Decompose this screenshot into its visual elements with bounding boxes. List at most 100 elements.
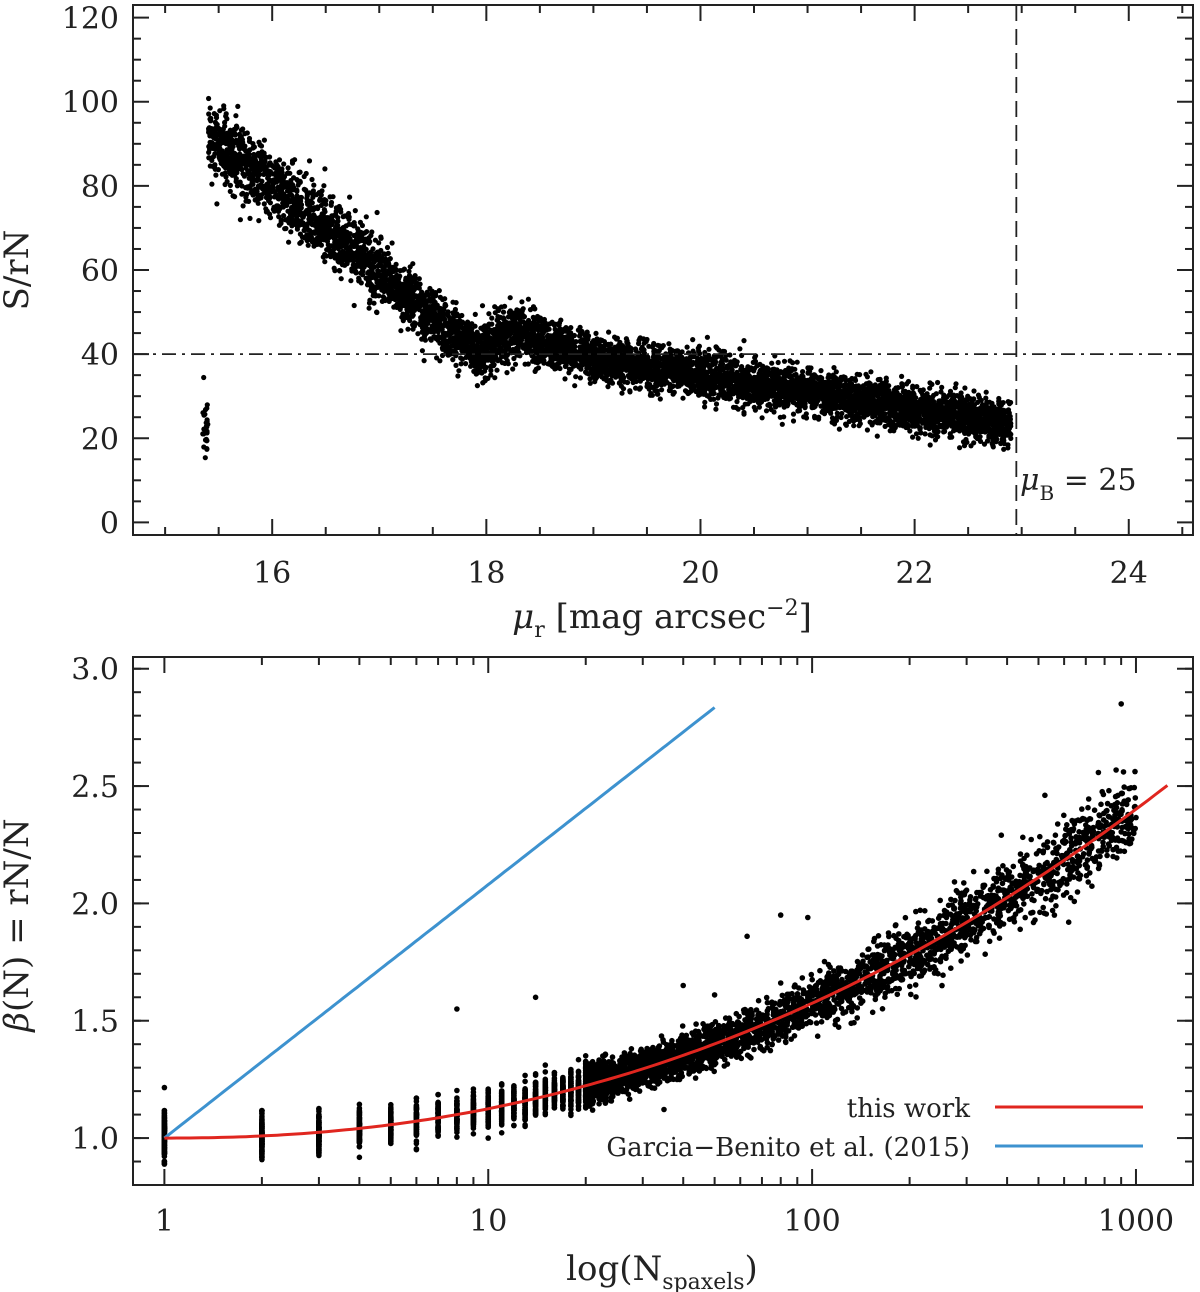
top-scatter-point	[854, 371, 860, 377]
top-scatter-point	[280, 191, 286, 197]
top-scatter-point	[303, 188, 309, 194]
top-scatter-point	[304, 232, 310, 238]
top-scatter-point	[981, 441, 988, 447]
top-scatter-point	[776, 386, 782, 392]
top-scatter-point	[213, 172, 219, 178]
top-scatter-point	[899, 373, 905, 379]
top-scatter-point	[932, 437, 939, 443]
top-scatter-point	[260, 159, 267, 166]
top-scatter-point	[450, 310, 456, 316]
top-scatter-point	[204, 418, 210, 424]
top-scatter-point	[740, 405, 746, 411]
top-scatter-point	[262, 154, 268, 160]
top-scatter-point	[351, 302, 357, 309]
top-scatter-point	[433, 290, 439, 296]
top-scatter-point	[606, 329, 612, 335]
top-scatter-point	[771, 409, 777, 415]
top-y-tick-label: 40	[81, 338, 119, 373]
top-scatter-point	[387, 256, 393, 262]
top-scatter-point	[284, 188, 291, 194]
top-scatter-point	[794, 402, 800, 408]
top-scatter-point	[734, 399, 740, 405]
top-scatter-point	[204, 446, 210, 452]
top-scatter-point	[801, 414, 807, 420]
top-scatter-point	[702, 404, 708, 410]
top-scatter-point	[463, 361, 469, 367]
top-scatter-point	[532, 306, 538, 312]
top-scatter-point	[633, 378, 639, 385]
top-scatter-point	[759, 415, 765, 421]
top-scatter-point	[512, 361, 519, 367]
top-scatter-point	[286, 239, 292, 245]
top-scatter-point	[627, 389, 633, 395]
top-scatter-point	[363, 214, 369, 220]
top-scatter-point	[953, 381, 959, 387]
top-scatter-point	[713, 401, 720, 407]
top-scatter-point	[805, 370, 811, 376]
top-scatter-point	[217, 145, 223, 151]
top-scatter-point	[232, 194, 238, 200]
top-scatter-point	[353, 268, 359, 274]
top-scatter-point	[495, 314, 501, 320]
top-scatter-point	[636, 386, 643, 392]
top-x-tick-label: 16	[253, 556, 291, 591]
top-scatter-point	[526, 317, 532, 324]
top-scatter-point	[619, 390, 625, 396]
top-scatter-point	[684, 344, 690, 350]
top-scatter-point	[327, 194, 333, 200]
top-scatter-point	[281, 161, 287, 167]
top-scatter-point	[667, 346, 673, 352]
top-scatter-point	[385, 250, 391, 256]
top-y-tick-label: 80	[81, 170, 119, 205]
top-scatter-point	[837, 398, 843, 404]
top-scatter-point	[232, 126, 238, 132]
top-y-tick-label: 0	[100, 506, 119, 541]
top-y-tick-label: 60	[81, 254, 119, 289]
top-scatter-point	[542, 322, 548, 328]
top-scatter-point	[347, 194, 353, 200]
top-scatter-point	[455, 373, 461, 379]
top-scatter-point	[317, 196, 323, 202]
top-x-tick-label: 20	[681, 556, 719, 591]
top-scatter-point	[348, 278, 354, 284]
top-scatter-point	[741, 338, 747, 344]
top-scatter-point	[763, 408, 770, 414]
top-scatter-point	[775, 359, 781, 366]
top-scatter-point	[927, 385, 933, 391]
top-scatter-point	[488, 367, 494, 374]
top-scatter-point	[958, 390, 964, 396]
top-scatter-point	[577, 324, 583, 330]
top-scatter-point	[358, 280, 364, 286]
top-scatter-point	[571, 332, 578, 339]
top-scatter-point	[346, 221, 352, 227]
top-scatter-point	[407, 264, 413, 270]
top-scatter-point	[790, 411, 797, 417]
top-scatter-point	[247, 215, 253, 221]
top-scatter-point	[239, 183, 245, 189]
top-y-tick-label: 100	[62, 86, 119, 121]
top-scatter-point	[345, 249, 351, 255]
top-scatter-point	[371, 300, 377, 306]
top-scatter-point	[370, 246, 376, 252]
top-scatter-point	[478, 325, 484, 331]
top-scatter-point	[250, 141, 256, 147]
top-scatter-point	[276, 196, 282, 202]
top-scatter-point	[558, 317, 564, 323]
top-scatter-point	[833, 369, 839, 375]
top-scatter-point	[376, 240, 382, 246]
top-scatter-point	[690, 337, 696, 343]
top-scatter-point	[971, 440, 977, 446]
top-scatter-point	[206, 144, 212, 150]
top-scatter-point	[414, 280, 420, 286]
top-scatter-point	[922, 431, 928, 437]
top-scatter-point	[276, 214, 282, 220]
top-scatter-point	[410, 326, 416, 332]
top-scatter-point	[910, 434, 916, 440]
top-scatter-point	[374, 209, 380, 216]
top-scatter-point	[272, 189, 278, 195]
top-scatter-point	[432, 325, 438, 331]
top-scatter-point	[641, 340, 647, 346]
top-scatter-point	[419, 289, 425, 295]
